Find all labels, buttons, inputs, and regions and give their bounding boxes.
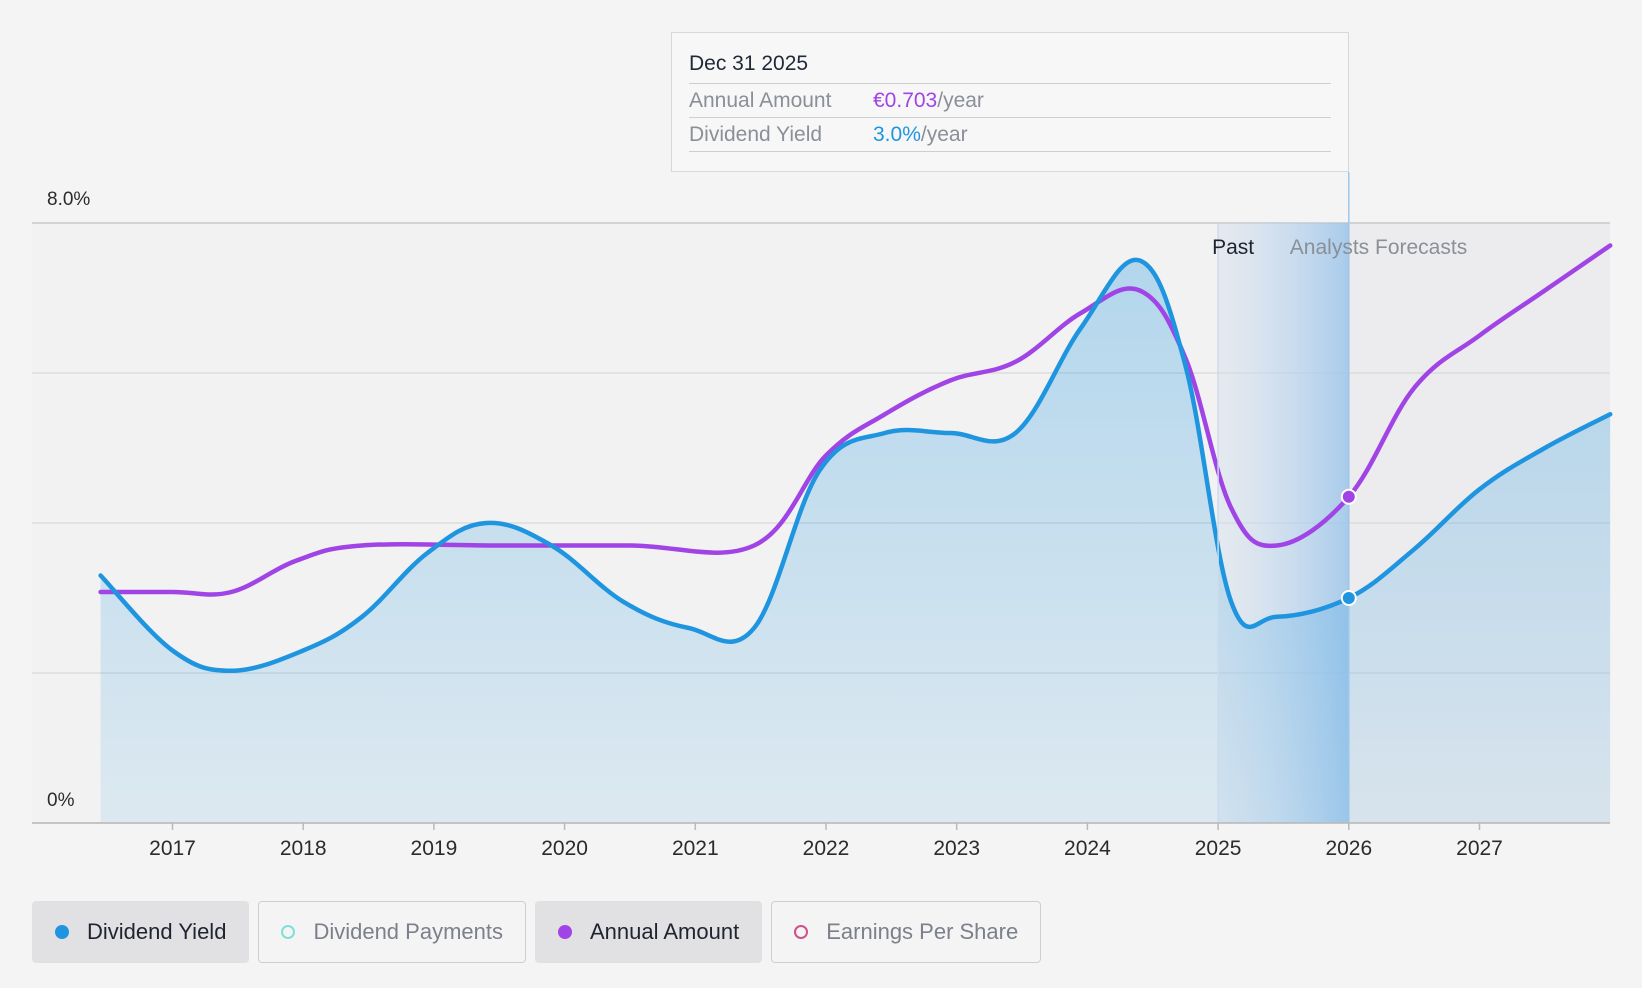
legend-toggle-dividend-yield[interactable]: Dividend Yield bbox=[32, 901, 250, 963]
legend-toggle-annual-amount[interactable]: Annual Amount bbox=[534, 901, 763, 963]
annual-amount-marker bbox=[1340, 488, 1357, 505]
annual-amount-line bbox=[98, 243, 1613, 597]
ring-icon bbox=[794, 925, 809, 939]
legend-toggle-dividend-payments[interactable]: Dividend Payments bbox=[258, 901, 526, 963]
tooltip-date: Dec 31 2025 bbox=[689, 47, 1331, 84]
x-tick-label: 2024 bbox=[1064, 837, 1111, 860]
x-tick-label: 2022 bbox=[803, 837, 850, 860]
tooltip-unit: /year bbox=[920, 123, 968, 146]
forecast-region-label: Analysts Forecasts bbox=[1290, 236, 1467, 259]
x-tick-label: 2025 bbox=[1195, 837, 1242, 860]
legend-label: Dividend Yield bbox=[87, 919, 227, 944]
x-tick-label: 2018 bbox=[280, 837, 327, 860]
dividend-yield-line bbox=[98, 257, 1613, 674]
x-tick-label: 2027 bbox=[1456, 837, 1503, 860]
chart-legend: Dividend Yield Dividend Payments Annual … bbox=[32, 901, 1042, 965]
legend-label: Earnings Per Share bbox=[826, 919, 1019, 944]
legend-label: Dividend Payments bbox=[313, 919, 503, 944]
y-axis-top-label: 8.0% bbox=[47, 189, 90, 210]
dividend-yield-marker bbox=[1340, 590, 1357, 606]
legend-label: Annual Amount bbox=[589, 919, 740, 944]
legend-toggle-earnings-per-share[interactable]: Earnings Per Share bbox=[771, 901, 1042, 963]
chart-canvas[interactable]: 2017 2018 2019 2020 2021 2022 2023 2024 2025 2026… bbox=[0, 0, 1642, 900]
dot-icon bbox=[557, 925, 572, 939]
tooltip-value: 3.0% bbox=[873, 123, 921, 146]
tooltip-value: €0.703 bbox=[873, 89, 938, 112]
dividend-yield-area bbox=[100, 259, 1611, 823]
x-tick-label: 2026 bbox=[1325, 837, 1372, 860]
x-tick-label: 2023 bbox=[933, 837, 980, 860]
tooltip-row-dividend-yield: Dividend Yield 3.0% /year bbox=[689, 118, 1331, 152]
tooltip-unit: /year bbox=[937, 89, 984, 112]
x-tick-label: 2021 bbox=[672, 837, 719, 860]
x-tick-label: 2019 bbox=[411, 837, 458, 860]
ring-icon bbox=[281, 925, 296, 939]
past-region-label: Past bbox=[1212, 236, 1254, 259]
x-tick-label: 2017 bbox=[149, 837, 196, 860]
dot-icon bbox=[55, 925, 69, 939]
y-axis-bottom-label: 0% bbox=[47, 790, 75, 811]
x-axis-ticks: 2017 2018 2019 2020 2021 2022 2023 2024 2025 2026… bbox=[149, 823, 1503, 860]
tooltip-row-annual-amount: Annual Amount €0.703 /year bbox=[689, 84, 1331, 118]
x-tick-label: 2020 bbox=[541, 837, 588, 860]
hover-tooltip: Dec 31 2025 Annual Amount €0.703 /year D… bbox=[671, 32, 1349, 172]
tooltip-key: Annual Amount bbox=[689, 89, 832, 112]
tooltip-key: Dividend Yield bbox=[689, 123, 823, 146]
